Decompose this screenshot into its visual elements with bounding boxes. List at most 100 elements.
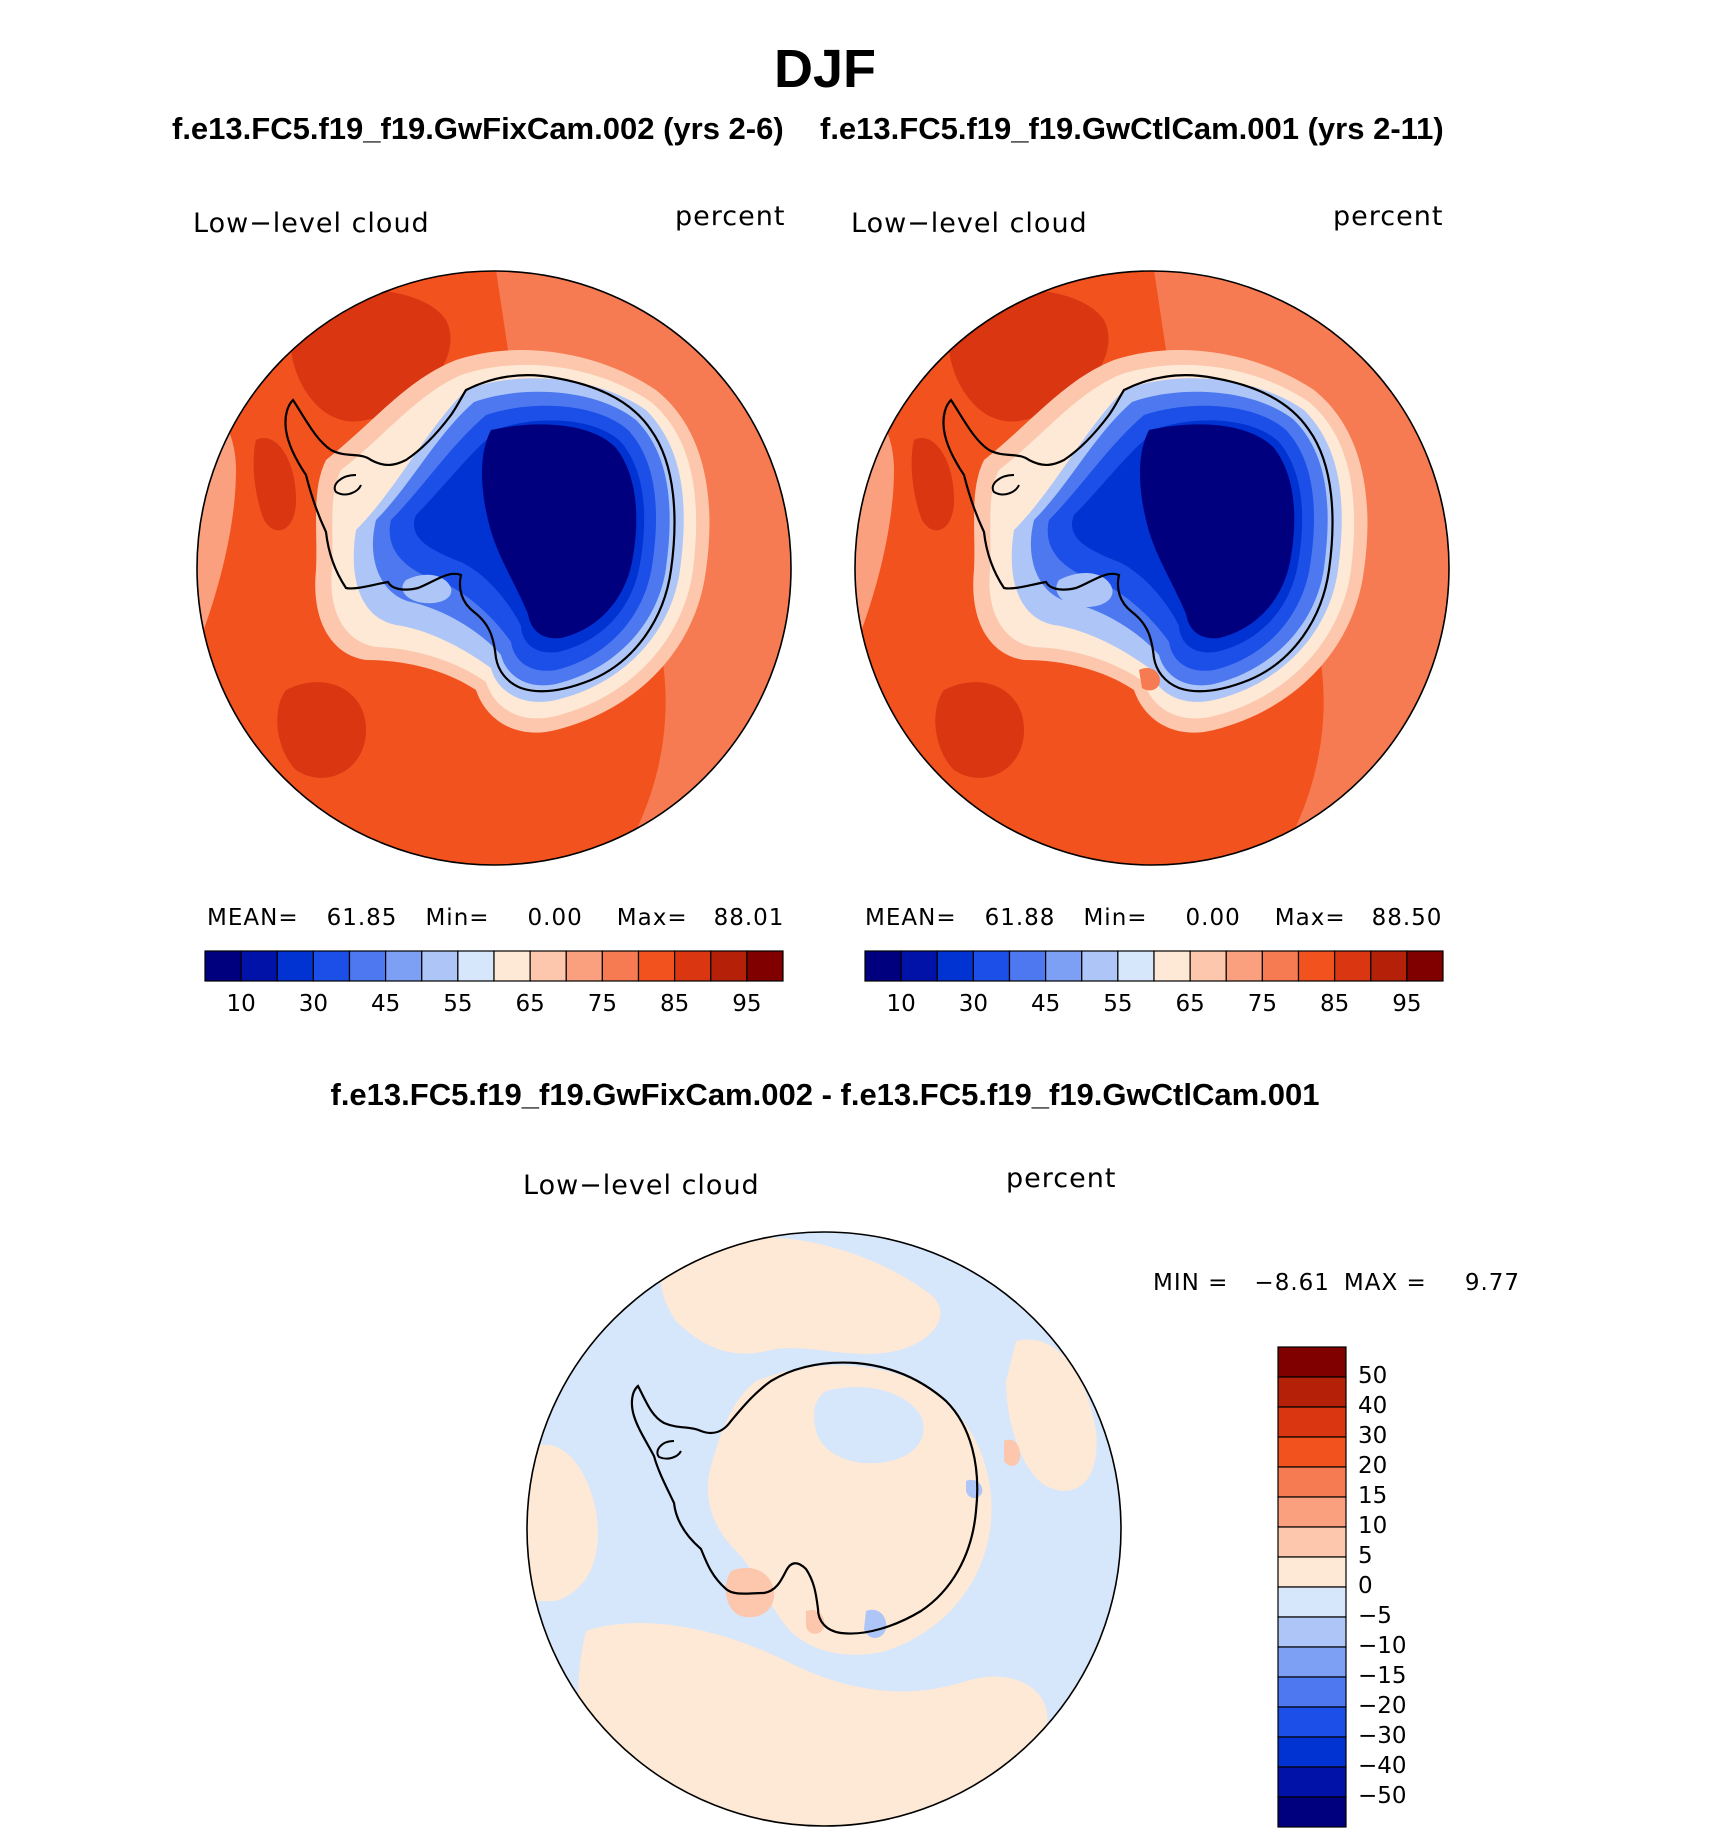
colorbar-tick-label: 45 bbox=[1030, 991, 1061, 1017]
colorbar-swatch bbox=[1370, 950, 1408, 982]
colorbar-swatch bbox=[204, 950, 242, 982]
diff-title: f.e13.FC5.f19_f19.GwFixCam.002 - f.e13.F… bbox=[330, 1077, 1320, 1112]
colorbar-swatch bbox=[746, 950, 784, 982]
colorbar-swatch bbox=[710, 950, 748, 982]
colorbar-swatch bbox=[1277, 1526, 1347, 1558]
ocean-max-sw bbox=[935, 682, 1024, 778]
diff-min-label: MIN = bbox=[1153, 1270, 1229, 1296]
colorbar-swatch bbox=[674, 950, 712, 982]
colorbar-tick-label: 65 bbox=[1175, 991, 1205, 1017]
control-field-label: Low−level cloud bbox=[851, 208, 1088, 239]
colorbar-tick-label: 40 bbox=[1358, 1393, 1388, 1419]
diff-positive-patch-2 bbox=[1004, 1439, 1021, 1466]
colorbar-swatch bbox=[1406, 950, 1444, 982]
colorbar-tick-label: −5 bbox=[1358, 1603, 1392, 1629]
control-colorbar bbox=[864, 950, 1444, 982]
colorbar-tick-label: −15 bbox=[1358, 1663, 1407, 1689]
antarctica-coastline bbox=[630, 1361, 979, 1635]
colorbar-swatch bbox=[1277, 1376, 1347, 1408]
colorbar-tick-label: −40 bbox=[1358, 1753, 1407, 1779]
colorbar-swatch bbox=[1045, 950, 1083, 982]
ocean-max-w bbox=[911, 438, 954, 531]
colorbar-tick-label: −50 bbox=[1358, 1783, 1407, 1809]
test-colorbar-labels: 10 30 45 55 65 75 85 95 bbox=[205, 991, 783, 1021]
control-mean-label: MEAN= bbox=[865, 905, 957, 931]
antarctica-coastline bbox=[284, 374, 676, 693]
test-colorbar bbox=[204, 950, 784, 982]
test-map bbox=[196, 270, 792, 866]
colorbar-swatch bbox=[1297, 950, 1336, 982]
colorbar-tick-label: 95 bbox=[732, 991, 762, 1017]
colorbar-swatch bbox=[936, 950, 974, 982]
colorbar-swatch bbox=[1277, 1736, 1347, 1768]
colorbar-swatch bbox=[1277, 1586, 1347, 1618]
colorbar-swatch bbox=[637, 950, 676, 982]
colorbar-tick-label: 75 bbox=[587, 991, 618, 1017]
test-max-value: 88.01 bbox=[713, 905, 785, 931]
diff-min-value: −8.61 bbox=[1254, 1270, 1330, 1296]
ocean-max-sw bbox=[277, 682, 366, 778]
colorbar-swatch bbox=[972, 950, 1011, 982]
ice-light-patch bbox=[1056, 573, 1113, 608]
control-max-value: 88.50 bbox=[1371, 905, 1443, 931]
control-mean-value: 61.88 bbox=[984, 905, 1056, 931]
control-units-label: percent bbox=[1333, 201, 1444, 232]
colorbar-swatch bbox=[1277, 1646, 1347, 1678]
colorbar-tick-label: −20 bbox=[1358, 1693, 1407, 1719]
colorbar-swatch bbox=[1277, 1436, 1347, 1468]
colorbar-swatch bbox=[1277, 1616, 1347, 1648]
colorbar-tick-label: −10 bbox=[1358, 1633, 1407, 1659]
diff-negative-interior bbox=[814, 1387, 924, 1464]
control-min-label: Min= bbox=[1083, 905, 1148, 931]
colorbar-tick-label: 20 bbox=[1358, 1453, 1388, 1479]
colorbar-tick-label: 55 bbox=[1103, 991, 1133, 1017]
colorbar-swatch bbox=[565, 950, 603, 982]
control-map bbox=[854, 270, 1450, 866]
test-min-value: 0.00 bbox=[527, 905, 583, 931]
colorbar-tick-label: 0 bbox=[1358, 1573, 1373, 1599]
colorbar-swatch bbox=[1008, 950, 1047, 982]
colorbar-tick-label: 30 bbox=[298, 991, 329, 1017]
colorbar-swatch bbox=[1261, 950, 1300, 982]
colorbar-swatch bbox=[1277, 1406, 1347, 1438]
colorbar-tick-label: 45 bbox=[370, 991, 401, 1017]
test-mean-value: 61.85 bbox=[326, 905, 398, 931]
colorbar-swatch bbox=[1277, 1796, 1347, 1828]
colorbar-tick-label: 10 bbox=[1358, 1513, 1388, 1539]
colorbar-swatch bbox=[240, 950, 278, 982]
colorbar-swatch bbox=[1277, 1466, 1347, 1498]
colorbar-tick-label: 95 bbox=[1392, 991, 1422, 1017]
colorbar-tick-label: 15 bbox=[1358, 1483, 1388, 1509]
antarctica-coastline bbox=[942, 374, 1334, 693]
test-case-title: f.e13.FC5.f19_f19.GwFixCam.002 (yrs 2-6) bbox=[172, 111, 784, 146]
ice-light-patch bbox=[402, 574, 452, 604]
control-max-label: Max= bbox=[1274, 905, 1346, 931]
test-min-label: Min= bbox=[425, 905, 490, 931]
main-title: DJF bbox=[773, 39, 876, 99]
colorbar-tick-label: 75 bbox=[1247, 991, 1278, 1017]
colorbar-swatch bbox=[1277, 1496, 1347, 1528]
colorbar-swatch bbox=[1334, 950, 1372, 982]
colorbar-swatch bbox=[900, 950, 938, 982]
colorbar-tick-label: 55 bbox=[443, 991, 473, 1017]
ice-sheet-core bbox=[1140, 424, 1295, 639]
test-units-label: percent bbox=[675, 201, 786, 232]
colorbar-swatch bbox=[312, 950, 351, 982]
diff-field-label: Low−level cloud bbox=[523, 1170, 760, 1201]
diff-colorbar-labels: 50 40 30 20 15 10 5 0 −5 −10 −15 −20 −30 −40 −50 bbox=[1358, 1347, 1478, 1827]
colorbar-swatch bbox=[421, 950, 459, 982]
colorbar-swatch bbox=[348, 950, 387, 982]
colorbar-tick-label: 30 bbox=[1358, 1423, 1388, 1449]
diff-positive-east bbox=[1006, 1339, 1097, 1491]
colorbar-swatch bbox=[1277, 1556, 1347, 1588]
test-field-label: Low−level cloud bbox=[193, 208, 430, 239]
colorbar-swatch bbox=[1277, 1676, 1347, 1708]
colorbar-tick-label: 30 bbox=[958, 991, 989, 1017]
colorbar-swatch bbox=[601, 950, 640, 982]
colorbar-tick-label: 10 bbox=[226, 991, 256, 1017]
test-max-label: Max= bbox=[616, 905, 688, 931]
colorbar-swatch bbox=[1225, 950, 1263, 982]
diff-units-label: percent bbox=[1006, 1163, 1117, 1194]
colorbar-swatch bbox=[1277, 1346, 1347, 1378]
control-case-title: f.e13.FC5.f19_f19.GwCtlCam.001 (yrs 2-11… bbox=[820, 111, 1444, 146]
